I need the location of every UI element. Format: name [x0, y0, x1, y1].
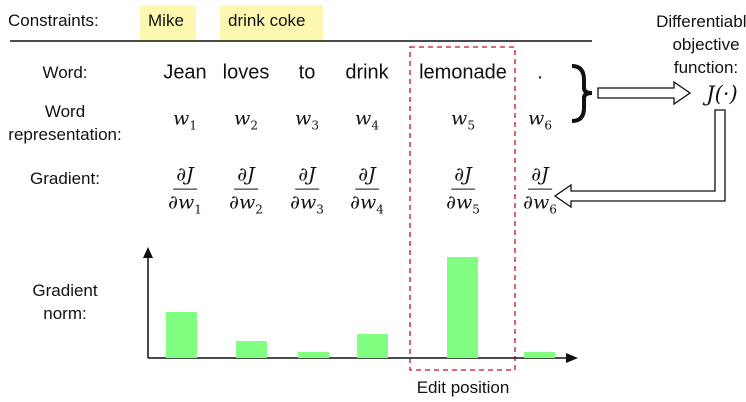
gradient-denominator: ∂w3	[290, 190, 324, 217]
word-representation: w6	[528, 107, 552, 133]
den-index: 1	[194, 202, 202, 217]
rep-index: 1	[189, 118, 197, 133]
gradient-denominator: ∂w1	[168, 190, 202, 217]
gradient-row-label: Gradient:	[30, 169, 100, 188]
gradient-fraction: ∂J ∂w3	[290, 164, 324, 217]
rep-index: 6	[544, 118, 552, 133]
objective-label-line: Differentiable	[656, 12, 746, 31]
objective-symbol: J(·)	[706, 82, 738, 106]
den-index: 5	[472, 202, 480, 217]
arrow-feedback-icon	[553, 109, 726, 209]
word-representation: w5	[451, 107, 475, 133]
den-prefix: ∂w	[523, 191, 550, 214]
gradient-norm-bar	[524, 352, 555, 358]
den-prefix: ∂w	[290, 191, 317, 214]
word-representation: w4	[355, 107, 379, 133]
den-prefix: ∂w	[229, 191, 256, 214]
gradient-fraction: ∂J ∂w6	[523, 164, 557, 217]
word-token: lemonade	[419, 61, 507, 84]
constraint-drink-coke: drink coke	[228, 11, 306, 30]
gradient-denominator: ∂w6	[523, 190, 557, 217]
objective-label: Differentiable objective function:	[656, 10, 746, 79]
norm-row-label: Gradient norm:	[32, 279, 97, 325]
rep-index: 2	[250, 118, 258, 133]
word-token: loves	[222, 61, 270, 84]
word-token: drink	[345, 61, 389, 84]
objective-label-line: objective	[672, 35, 740, 54]
gradient-fraction: ∂J ∂w2	[229, 164, 263, 217]
rep-row-label: Word representation:	[8, 100, 121, 146]
gradient-norm-bar	[236, 341, 267, 358]
rep-index: 4	[371, 118, 379, 133]
rep-label-line: representation:	[8, 125, 122, 144]
edit-position-box	[409, 46, 516, 371]
gradient-norm-bar	[357, 334, 388, 358]
gradient-numerator: ∂J	[234, 164, 258, 190]
gradient-norm-bar	[298, 352, 329, 358]
gradient-numerator: ∂J	[528, 164, 552, 190]
gradient-fraction: ∂J ∂w4	[350, 164, 384, 217]
den-index: 2	[255, 202, 263, 217]
rep-index: 5	[467, 118, 475, 133]
norm-label-line: norm:	[43, 304, 87, 323]
highlight	[220, 5, 323, 41]
y-axis-arrow	[143, 247, 153, 258]
den-index: 6	[549, 202, 557, 217]
norm-label-line: Gradient	[32, 281, 98, 300]
gradient-denominator: ∂w2	[229, 190, 263, 217]
x-axis-arrow	[566, 353, 578, 363]
word-representation: w3	[295, 107, 319, 133]
objective-label-line: function:	[673, 58, 739, 77]
brace	[571, 64, 593, 123]
edit-position-label: Edit position	[416, 378, 510, 397]
gradient-fraction: ∂J ∂w1	[168, 164, 202, 217]
gradient-denominator: ∂w5	[446, 190, 480, 217]
den-index: 3	[316, 202, 324, 217]
gradient-numerator: ∂J	[355, 164, 379, 190]
gradient-fraction: ∂J ∂w5	[446, 164, 480, 217]
word-token: to	[298, 61, 316, 84]
gradient-numerator: ∂J	[173, 164, 197, 190]
den-index: 4	[376, 202, 384, 217]
gradient-denominator: ∂w4	[350, 190, 384, 217]
gradient-norm-bar	[166, 312, 197, 358]
rep-label-line: Word	[44, 102, 86, 121]
den-prefix: ∂w	[168, 191, 195, 214]
constraint-mike: Mike	[148, 11, 184, 30]
constraints-label: Constraints:	[8, 11, 99, 30]
den-prefix: ∂w	[446, 191, 473, 214]
word-token: .	[537, 61, 543, 84]
highlight	[140, 5, 196, 41]
den-prefix: ∂w	[350, 191, 377, 214]
word-representation: w2	[234, 107, 258, 133]
gradient-numerator: ∂J	[451, 164, 475, 190]
word-token: Jean	[163, 61, 207, 84]
gradient-norm-bar	[447, 257, 478, 358]
word-representation: w1	[173, 107, 197, 133]
rep-index: 3	[311, 118, 319, 133]
gradient-numerator: ∂J	[295, 164, 319, 190]
word-row-label: Word:	[42, 63, 88, 82]
arrow-right-icon	[597, 80, 692, 106]
